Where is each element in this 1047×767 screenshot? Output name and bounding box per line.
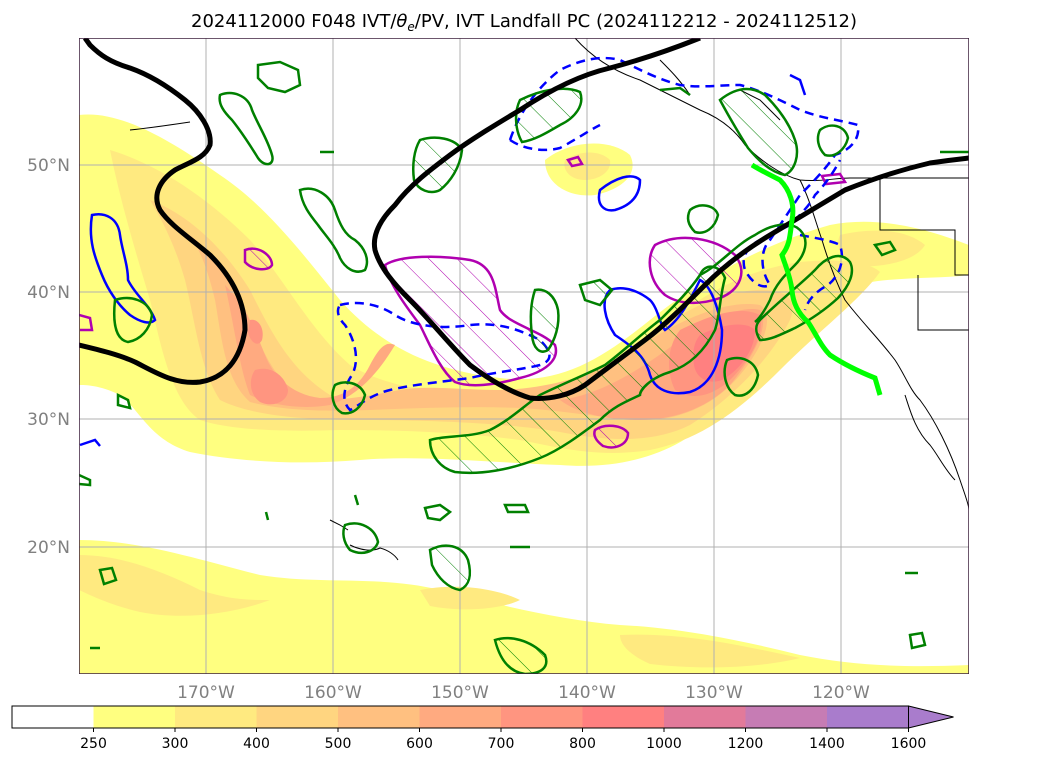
colorbar-segment bbox=[175, 706, 257, 728]
title-theta: θ bbox=[396, 11, 407, 32]
colorbar-segment bbox=[338, 706, 420, 728]
lat-label: 30°N bbox=[27, 410, 70, 430]
colorbar-tick-label: 1600 bbox=[891, 736, 927, 752]
lat-label: 40°N bbox=[27, 283, 70, 303]
colorbar-segment bbox=[419, 706, 502, 728]
longitude-labels: 170°W 160°W 150°W 140°W 130°W 120°W bbox=[177, 683, 870, 703]
colorbar-segment bbox=[501, 706, 583, 728]
lat-label: 50°N bbox=[27, 156, 70, 176]
colorbar-tick-label: 300 bbox=[162, 736, 189, 752]
colorbar-tick-label: 700 bbox=[488, 736, 515, 752]
colorbar-tick-label: 1200 bbox=[728, 736, 764, 752]
colorbar-segment bbox=[582, 706, 665, 728]
colorbar-outline bbox=[11, 705, 909, 729]
title-suffix: /PV, IVT Landfall PC (2024112212 - 20241… bbox=[415, 11, 857, 32]
colorbar-extend-arrow bbox=[908, 705, 954, 729]
colorbar-tick-label: 250 bbox=[80, 736, 107, 752]
landfall-line bbox=[750, 162, 883, 396]
colorbar-segment bbox=[256, 706, 339, 728]
figure-title: 2024112000 F048 IVT/θe/PV, IVT Landfall … bbox=[191, 11, 857, 34]
latitude-labels: 50°N 40°N 30°N 20°N bbox=[27, 156, 70, 558]
pv-contours bbox=[79, 60, 969, 674]
lat-label: 20°N bbox=[27, 538, 70, 558]
thick-black-contours bbox=[79, 38, 969, 401]
colorbar-tick-label: 800 bbox=[569, 736, 596, 752]
colorbar-tick-label: 600 bbox=[406, 736, 433, 752]
lon-label: 130°W bbox=[685, 683, 743, 703]
colorbar-segment bbox=[827, 706, 909, 728]
lon-label: 150°W bbox=[431, 683, 489, 703]
map-panel bbox=[79, 38, 969, 674]
colorbar-segment bbox=[664, 706, 746, 728]
colorbar-segment bbox=[93, 706, 176, 728]
colorbar-tick-label: 1400 bbox=[809, 736, 845, 752]
colorbar: 250 300 400 500 600 700 800 1000 1200 1400 1600 bbox=[11, 705, 954, 752]
lon-label: 170°W bbox=[177, 683, 235, 703]
lon-label: 120°W bbox=[812, 683, 870, 703]
lon-label: 160°W bbox=[304, 683, 362, 703]
colorbar-tick-label: 400 bbox=[243, 736, 270, 752]
colorbar-tick-label: 500 bbox=[325, 736, 352, 752]
title-prefix: 2024112000 F048 IVT/ bbox=[191, 11, 397, 32]
lon-label: 140°W bbox=[558, 683, 616, 703]
colorbar-tick-label: 1000 bbox=[646, 736, 682, 752]
colorbar-segment bbox=[12, 706, 94, 728]
title-theta-sub: e bbox=[407, 20, 414, 34]
colorbar-segment bbox=[745, 706, 828, 728]
